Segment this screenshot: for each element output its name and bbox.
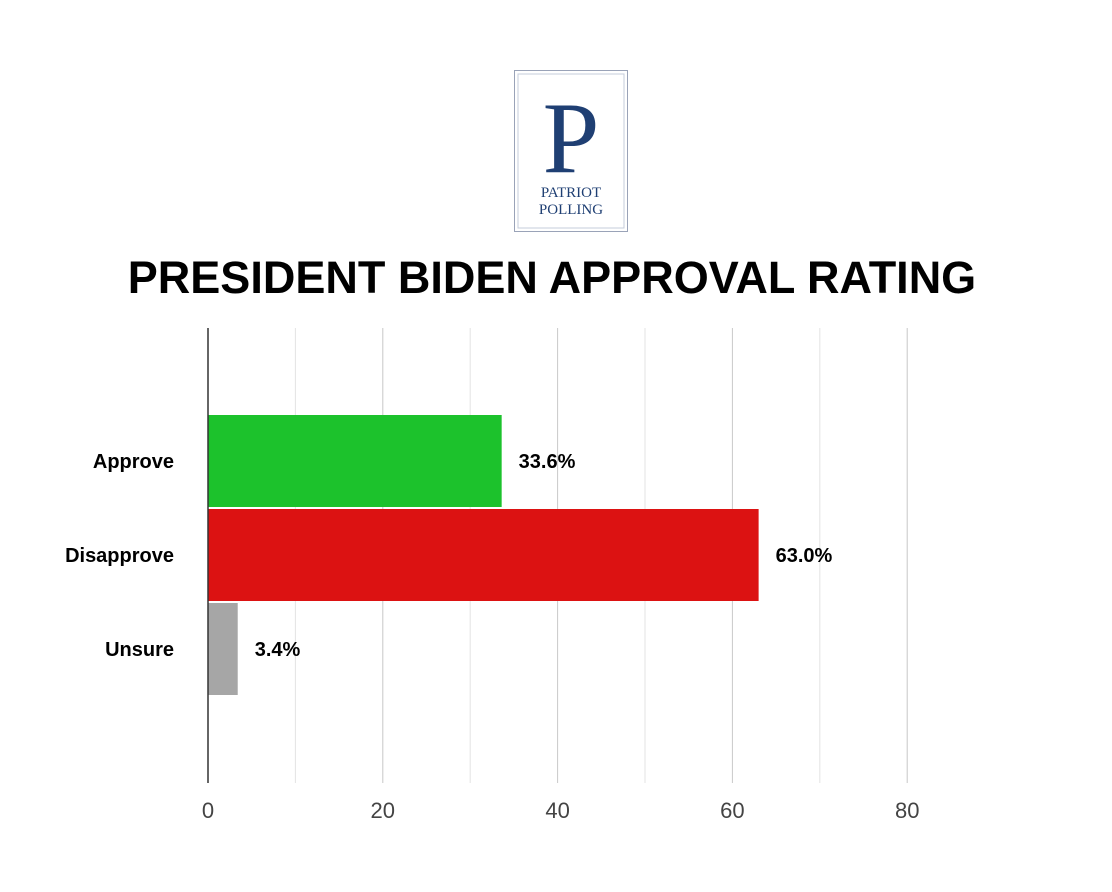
value-label-approve: 33.6% <box>519 451 576 473</box>
x-tick-label-40: 40 <box>545 798 569 823</box>
bars <box>208 415 759 695</box>
logo-text-line2: POLLING <box>539 202 603 218</box>
labels: Approve 33.6% Disapprove 63.0% Unsure 3.4% <box>65 451 832 661</box>
axis: 0 20 40 60 80 <box>202 328 919 823</box>
logo-text-line1: PATRIOT <box>541 185 601 201</box>
value-label-disapprove: 63.0% <box>776 545 833 567</box>
x-tick-label-0: 0 <box>202 798 214 823</box>
x-tick-label-60: 60 <box>720 798 744 823</box>
bar-unsure <box>208 603 238 695</box>
logo-letter: P <box>543 82 600 195</box>
logo-graphic: P PATRIOT POLLING <box>514 70 628 232</box>
category-label-unsure: Unsure <box>105 639 174 661</box>
patriot-polling-logo: P PATRIOT POLLING <box>514 70 628 232</box>
x-tick-label-80: 80 <box>895 798 919 823</box>
chart-title: PRESIDENT BIDEN APPROVAL RATING <box>127 252 977 303</box>
bar-disapprove <box>208 509 759 601</box>
value-label-unsure: 3.4% <box>255 639 301 661</box>
bar-approve <box>208 415 502 507</box>
x-tick-label-20: 20 <box>371 798 395 823</box>
category-label-disapprove: Disapprove <box>65 545 174 567</box>
category-label-approve: Approve <box>93 451 174 473</box>
